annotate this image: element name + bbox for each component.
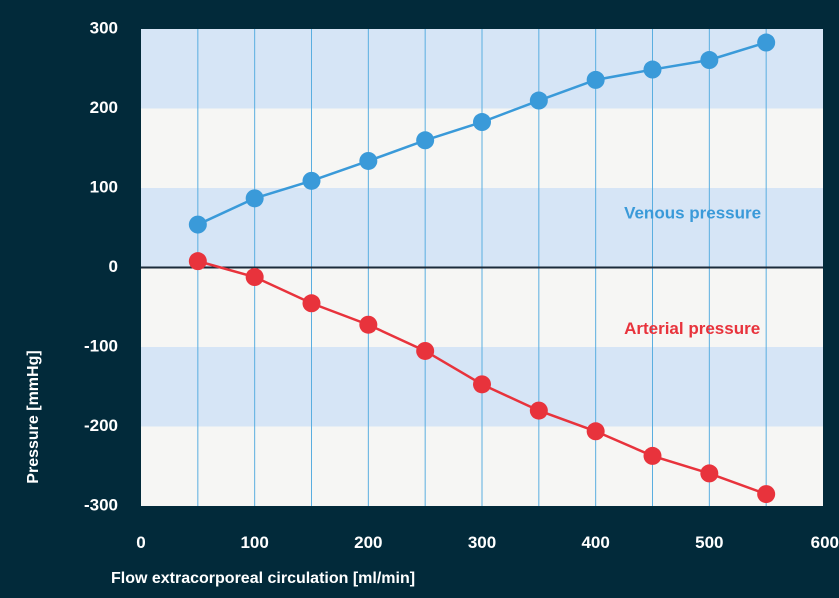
y-tick-label: 300 bbox=[90, 18, 118, 37]
data-point bbox=[643, 60, 662, 79]
x-tick-label: 100 bbox=[240, 533, 268, 552]
data-point bbox=[586, 422, 605, 441]
series-label: Arterial pressure bbox=[624, 319, 760, 338]
x-tick-label: 0 bbox=[136, 533, 145, 552]
x-axis-tick-labels: 0 100 200 300 400 500 600 bbox=[136, 533, 839, 552]
data-point bbox=[586, 70, 605, 89]
series-labels: Venous pressure Arterial pressure bbox=[624, 204, 761, 338]
data-point bbox=[302, 171, 321, 190]
y-tick-label: -300 bbox=[84, 495, 118, 514]
y-tick-label: 200 bbox=[90, 98, 118, 117]
data-point bbox=[359, 151, 378, 170]
data-point bbox=[700, 51, 719, 70]
y-tick-label: -200 bbox=[84, 416, 118, 435]
series-label: Venous pressure bbox=[624, 204, 761, 223]
data-point bbox=[643, 446, 662, 465]
y-tick-label: -100 bbox=[84, 336, 118, 355]
data-point bbox=[245, 189, 264, 208]
data-point bbox=[302, 294, 321, 313]
data-point bbox=[473, 375, 491, 394]
x-tick-label: 300 bbox=[468, 533, 496, 552]
x-tick-label: 200 bbox=[354, 533, 382, 552]
y-axis-title: Pressure [mmHg] bbox=[25, 350, 42, 483]
x-tick-label: 400 bbox=[581, 533, 609, 552]
x-tick-label: 500 bbox=[695, 533, 723, 552]
data-point bbox=[359, 315, 378, 334]
data-point bbox=[529, 91, 548, 110]
data-point bbox=[416, 131, 435, 150]
x-axis-title: Flow extracorporeal circulation [ml/min] bbox=[111, 570, 415, 587]
y-tick-label: 100 bbox=[90, 177, 118, 196]
data-point bbox=[188, 215, 207, 234]
data-point bbox=[188, 252, 207, 271]
data-point bbox=[757, 485, 776, 504]
x-tick-label: 600 bbox=[811, 533, 839, 552]
data-point bbox=[245, 268, 264, 287]
y-tick-label: 0 bbox=[109, 257, 118, 276]
series-points bbox=[188, 33, 776, 504]
data-point bbox=[473, 113, 491, 132]
data-point bbox=[529, 401, 548, 420]
data-point bbox=[700, 464, 719, 483]
y-axis-tick-labels: 300 200 100 0 -100 -200 -300 bbox=[84, 18, 118, 514]
data-point bbox=[757, 33, 776, 52]
data-point bbox=[416, 341, 435, 360]
